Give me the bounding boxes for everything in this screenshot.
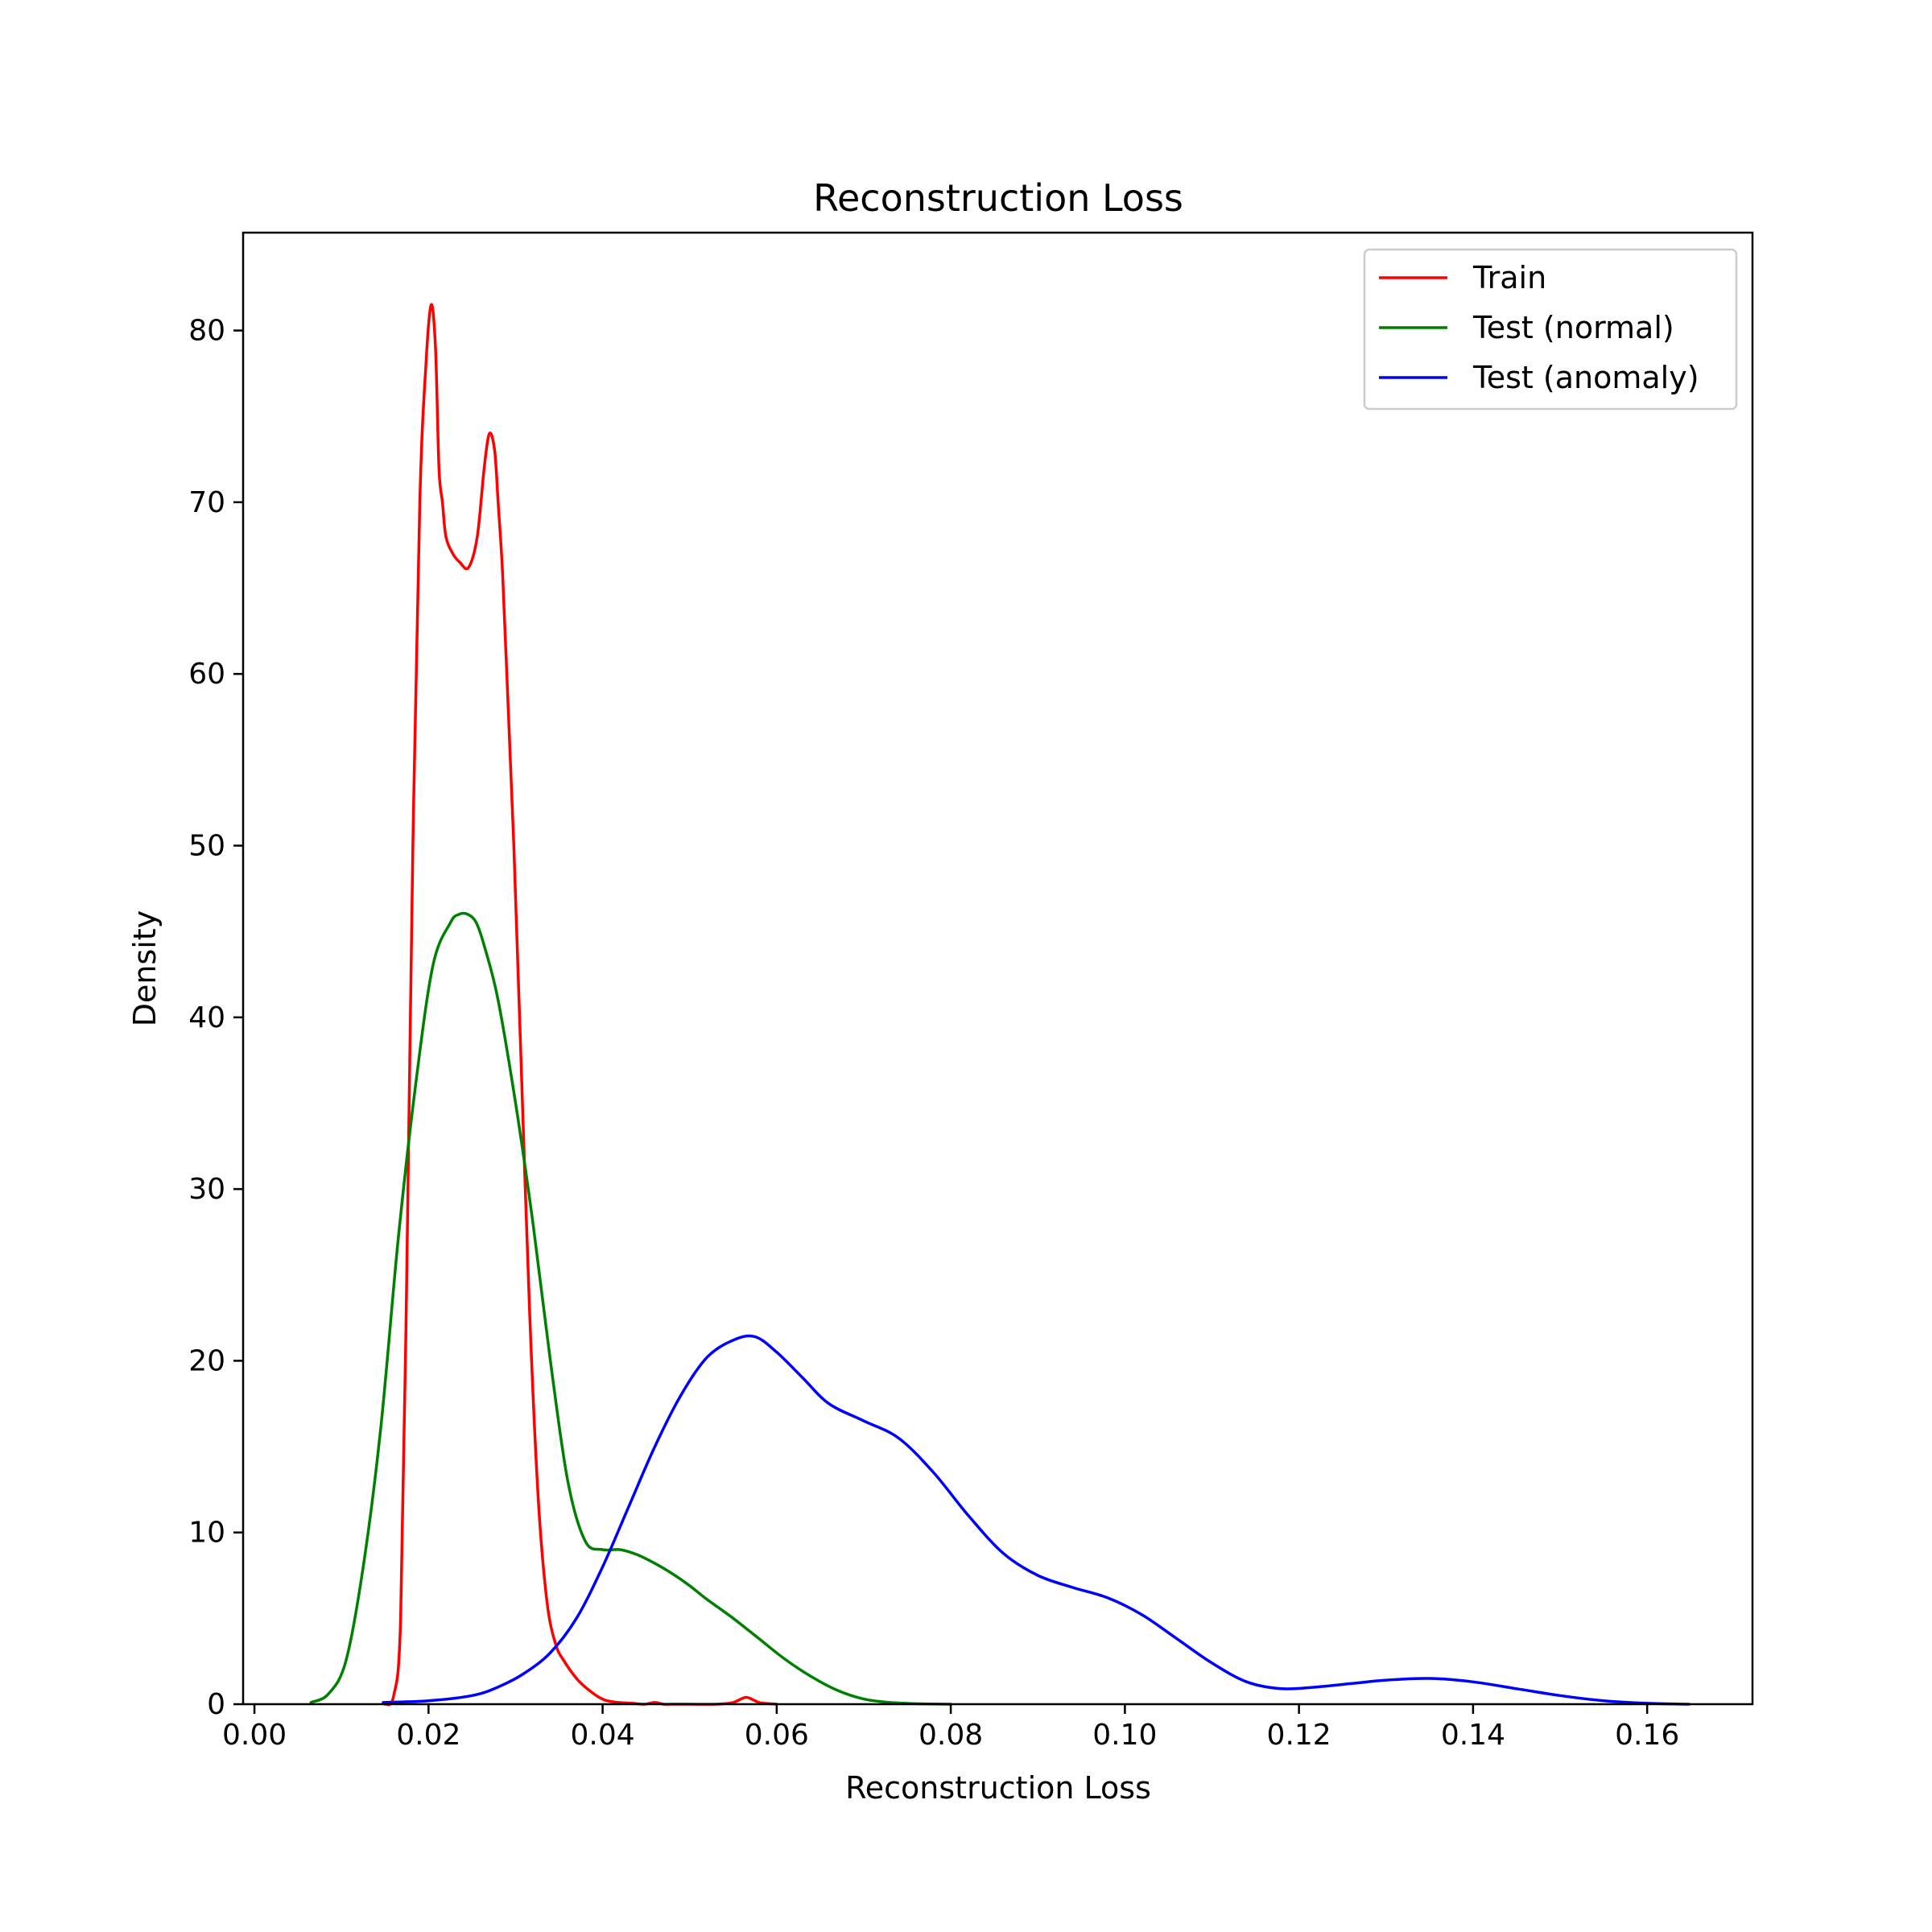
x-tick-label: 0.12 bbox=[1267, 1719, 1331, 1752]
y-axis-ticks: 0 10 20 30 40 50 60 70 80 bbox=[188, 315, 243, 1721]
y-tick-label: 0 bbox=[207, 1688, 225, 1721]
legend-label-train: Train bbox=[1472, 260, 1546, 295]
x-axis-label: Reconstruction Loss bbox=[845, 1770, 1151, 1806]
y-tick-label: 30 bbox=[188, 1173, 225, 1206]
y-tick-label: 70 bbox=[188, 486, 225, 519]
x-tick-label: 0.10 bbox=[1092, 1719, 1157, 1752]
x-tick-label: 0.16 bbox=[1615, 1719, 1679, 1752]
legend-label-test-anomaly: Test (anomaly) bbox=[1472, 360, 1699, 395]
y-tick-label: 60 bbox=[188, 658, 225, 691]
x-tick-label: 0.02 bbox=[396, 1719, 460, 1752]
legend-label-test-normal: Test (normal) bbox=[1472, 310, 1674, 345]
chart-title: Reconstruction Loss bbox=[813, 176, 1183, 220]
x-tick-label: 0.04 bbox=[571, 1719, 635, 1752]
legend-frame bbox=[1363, 248, 1738, 411]
x-tick-label: 0.06 bbox=[745, 1719, 809, 1752]
series-line-test-anomaly bbox=[382, 1334, 1690, 1706]
axes-frame bbox=[242, 231, 1754, 1706]
x-axis-ticks: 0.00 0.02 0.04 0.06 0.08 0.10 0.12 0.14 0.16 bbox=[222, 1704, 1679, 1752]
y-tick-label: 20 bbox=[188, 1344, 225, 1377]
y-tick-label: 80 bbox=[188, 315, 225, 348]
y-tick-label: 10 bbox=[188, 1517, 225, 1550]
x-tick-label: 0.08 bbox=[919, 1719, 983, 1752]
y-tick-label: 50 bbox=[188, 829, 225, 862]
series-line-test-normal bbox=[309, 911, 952, 1706]
x-tick-label: 0.14 bbox=[1441, 1719, 1505, 1752]
y-axis-label: Density bbox=[127, 910, 163, 1026]
legend: Train Test (normal) Test (anomaly) bbox=[1363, 248, 1738, 411]
plot-area bbox=[242, 231, 1754, 1707]
x-tick-label: 0.00 bbox=[222, 1719, 287, 1752]
y-tick-label: 40 bbox=[188, 1001, 225, 1034]
